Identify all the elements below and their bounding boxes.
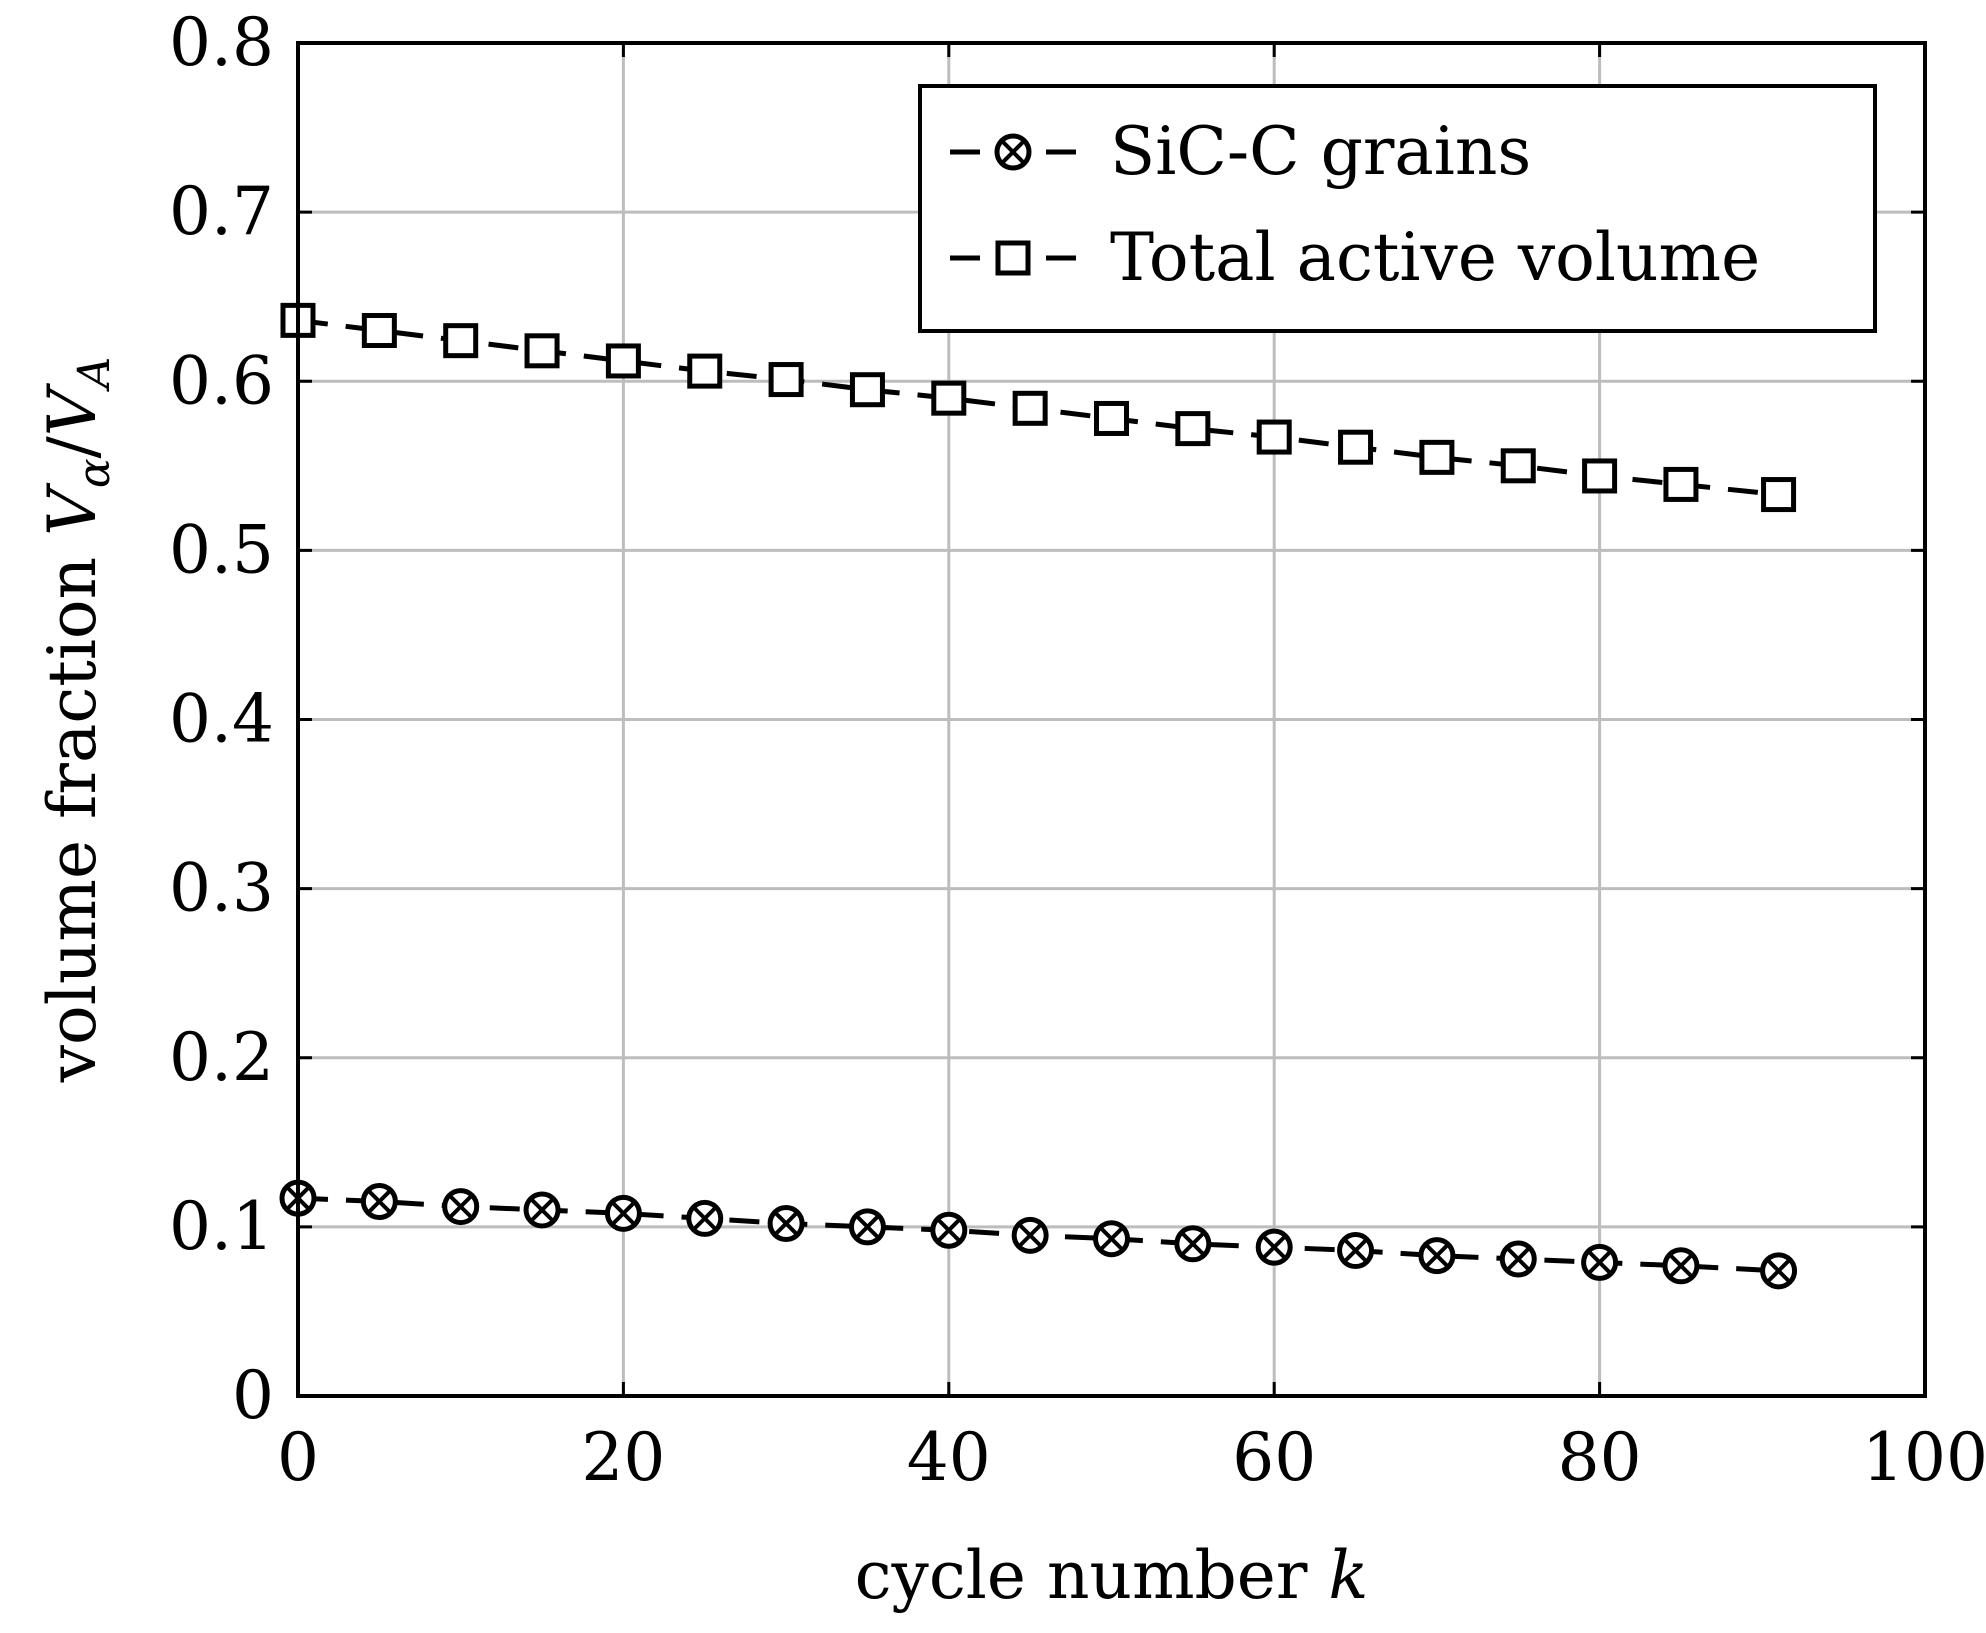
circle-cross-marker <box>686 1199 724 1237</box>
x-tick-label: 0 <box>277 1419 319 1496</box>
y-tick-label: 0.1 <box>169 1188 274 1265</box>
square-marker <box>1012 390 1048 426</box>
circle-cross-marker <box>1093 1220 1130 1258</box>
circle-cross-marker <box>1760 1252 1798 1290</box>
y-tick-label: 0.2 <box>169 1019 274 1096</box>
circle-cross-marker <box>767 1204 805 1242</box>
y-tick-label: 0.3 <box>169 850 274 927</box>
x-tick-label: 40 <box>907 1419 991 1496</box>
circle-cross-marker <box>1174 1225 1212 1263</box>
square-marker <box>931 380 967 416</box>
square-marker <box>605 343 641 379</box>
y-axis-label: volume fraction Vα/VA <box>34 357 120 1084</box>
y-axis-label-text: volume fraction <box>34 557 111 1083</box>
legend-label: Total active volume <box>1110 219 1760 296</box>
square-marker <box>995 240 1031 276</box>
y-tick-label: 0.4 <box>169 681 274 758</box>
square-marker <box>1175 411 1211 447</box>
circle-cross-marker <box>1499 1240 1537 1278</box>
x-axis-label: cycle number k <box>855 1537 1369 1614</box>
legend-entry: Total active volume <box>950 219 1760 296</box>
y-axis-label-slash: / <box>34 435 111 458</box>
square-marker <box>687 353 723 389</box>
square-marker <box>361 313 397 349</box>
y-tick-label: 0 <box>232 1357 274 1434</box>
square-marker <box>1094 400 1129 436</box>
y-axis-label-var: V <box>34 482 111 536</box>
circle-cross-marker <box>1581 1243 1619 1281</box>
circle-cross-marker <box>848 1208 886 1246</box>
square-marker <box>443 323 479 359</box>
y-axis-label-var2: V <box>34 382 111 436</box>
tick-labels: 0 20 40 60 80 100 0 0.1 0.2 0.3 0.4 0.5 0.6 0.7 0.8 <box>169 4 1986 1496</box>
square-marker <box>768 362 804 398</box>
x-axis-label-var: k <box>1328 1537 1368 1614</box>
circle-cross-marker <box>523 1191 561 1229</box>
circle-cross-marker <box>994 133 1032 171</box>
y-tick-label: 0.7 <box>169 173 274 250</box>
square-marker <box>1338 429 1374 465</box>
legend-entry: SiC-C grains <box>950 113 1531 190</box>
legend-label: SiC-C grains <box>1110 113 1531 190</box>
legend-box <box>918 84 1877 333</box>
square-marker <box>1663 466 1699 502</box>
y-tick-label: 0.6 <box>169 342 274 419</box>
circle-cross-marker <box>1662 1247 1700 1285</box>
circle-cross-marker <box>1418 1237 1456 1275</box>
x-tick-label: 20 <box>581 1419 665 1496</box>
x-tick-label: 60 <box>1232 1419 1316 1496</box>
square-marker <box>1500 448 1536 484</box>
circle-cross-marker <box>360 1183 398 1221</box>
x-axis-label-text: cycle number <box>855 1537 1308 1614</box>
square-marker <box>849 372 885 408</box>
circle-cross-marker <box>442 1188 480 1226</box>
square-marker <box>1761 477 1797 513</box>
y-axis-label-sub2: A <box>69 357 120 393</box>
legend-entries: SiC-C grains Total active volume <box>950 113 1760 296</box>
circle-cross-marker <box>1011 1216 1049 1254</box>
x-tick-label: 100 <box>1862 1419 1986 1496</box>
square-marker <box>1419 439 1455 475</box>
y-tick-label: 0.5 <box>169 511 274 588</box>
series-layer <box>279 302 1798 1290</box>
square-marker <box>1582 458 1618 494</box>
square-marker <box>1256 419 1292 455</box>
x-tick-label: 80 <box>1558 1419 1642 1496</box>
y-tick-label: 0.8 <box>169 4 274 81</box>
circle-cross-marker <box>1255 1228 1293 1266</box>
circle-cross-marker <box>1337 1232 1375 1270</box>
circle-cross-marker <box>604 1194 642 1232</box>
legend: SiC-C grains Total active volume <box>918 84 1877 333</box>
square-marker <box>524 333 560 369</box>
circle-cross-marker <box>930 1211 968 1249</box>
y-axis-label-sub1: α <box>69 458 120 488</box>
